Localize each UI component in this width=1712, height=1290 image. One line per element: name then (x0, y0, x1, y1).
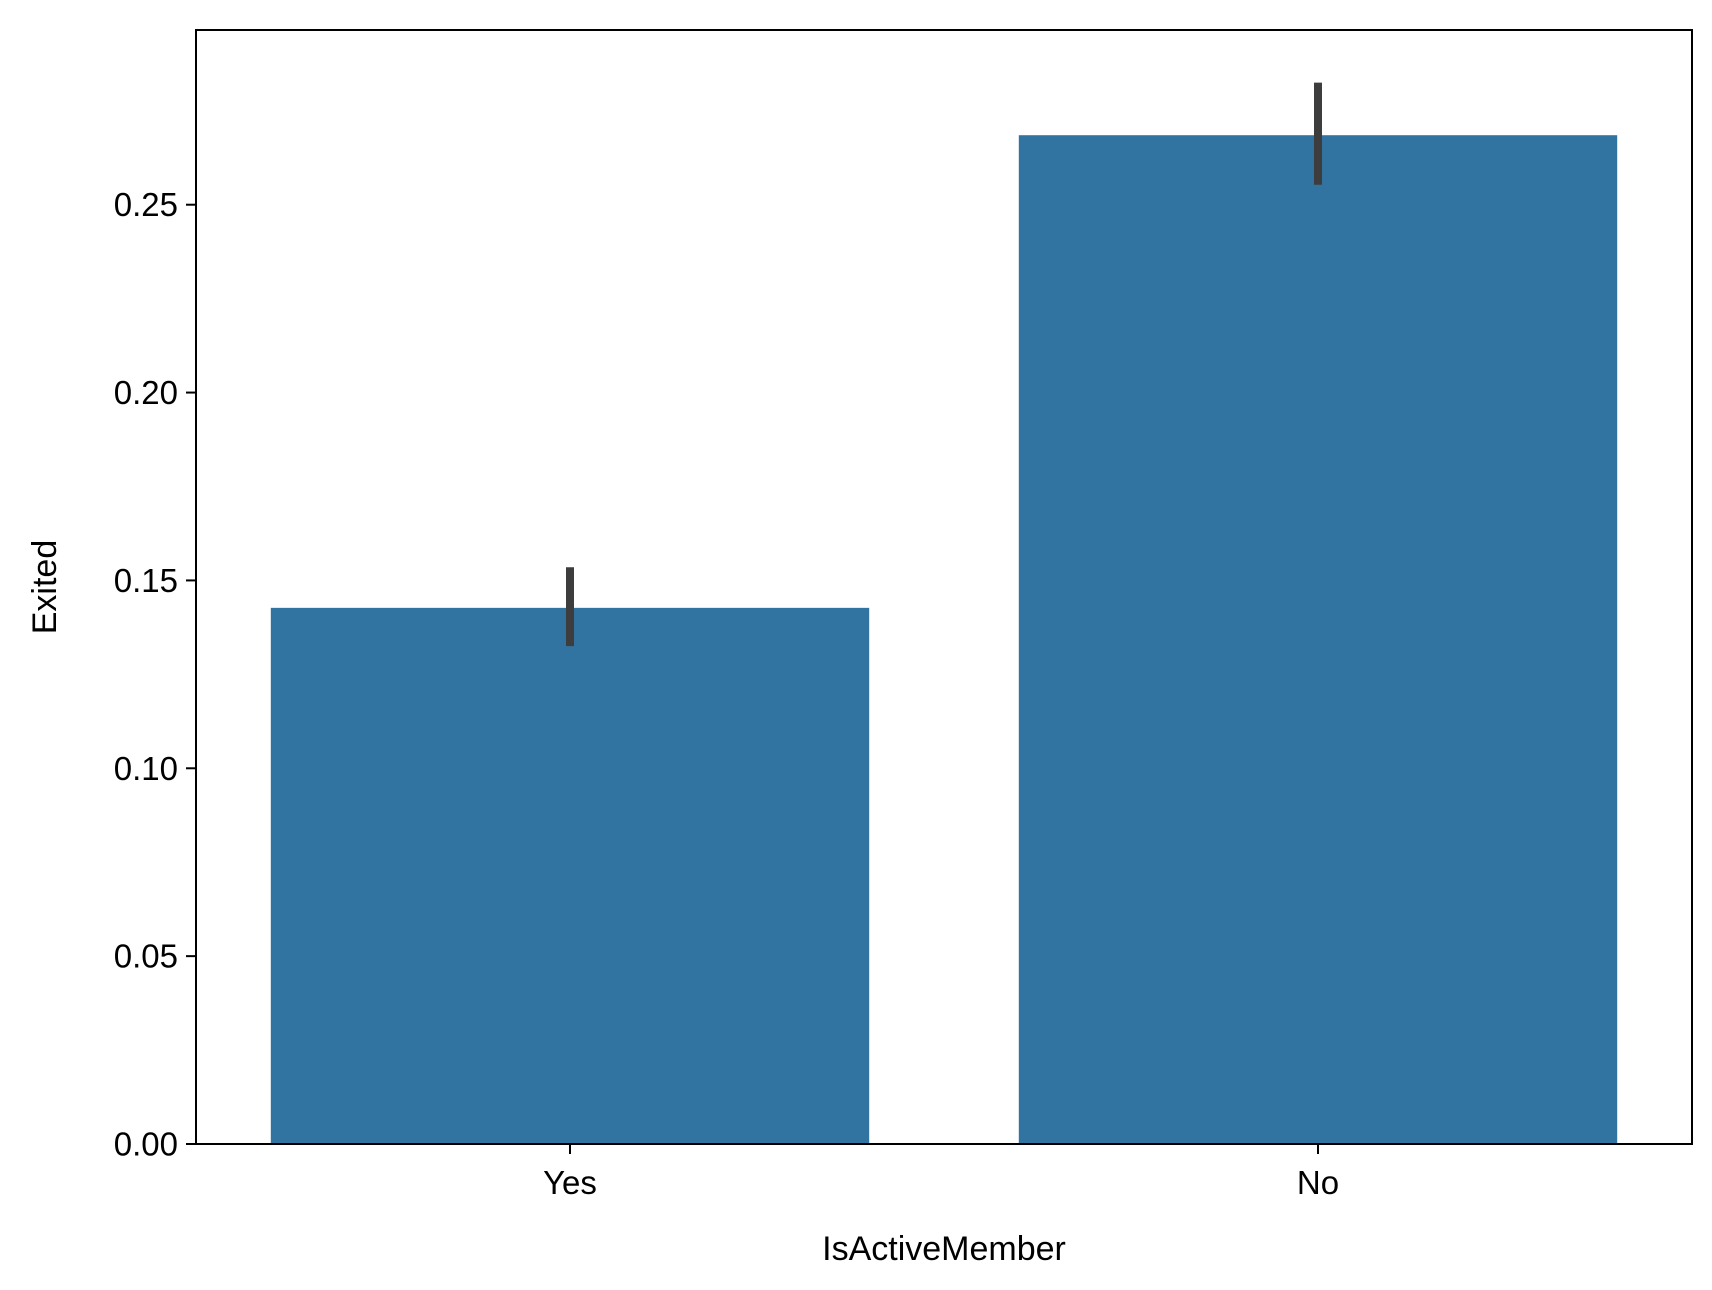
x-axis-ticks: Yes No (543, 1144, 1339, 1201)
x-tick-label: Yes (543, 1164, 597, 1201)
y-tick-label: 0.05 (114, 938, 178, 975)
y-axis-ticks: 0.00 0.05 0.10 0.15 0.20 0.25 (114, 186, 196, 1163)
bars-layer (270, 135, 1618, 1144)
error-bars-layer (566, 82, 1322, 647)
y-tick-label: 0.20 (114, 374, 178, 411)
bar-yes (270, 607, 870, 1144)
y-tick-label: 0.10 (114, 750, 178, 787)
bar-no (1018, 135, 1618, 1144)
y-tick-label: 0.15 (114, 562, 178, 599)
y-axis-label: Exited (26, 540, 64, 635)
plot-frame (195, 29, 1693, 1145)
x-tick-label: No (1297, 1164, 1339, 1201)
x-axis-label: IsActiveMember (822, 1230, 1066, 1268)
y-tick-label: 0.25 (114, 186, 178, 223)
y-tick-label: 0.00 (114, 1126, 178, 1163)
